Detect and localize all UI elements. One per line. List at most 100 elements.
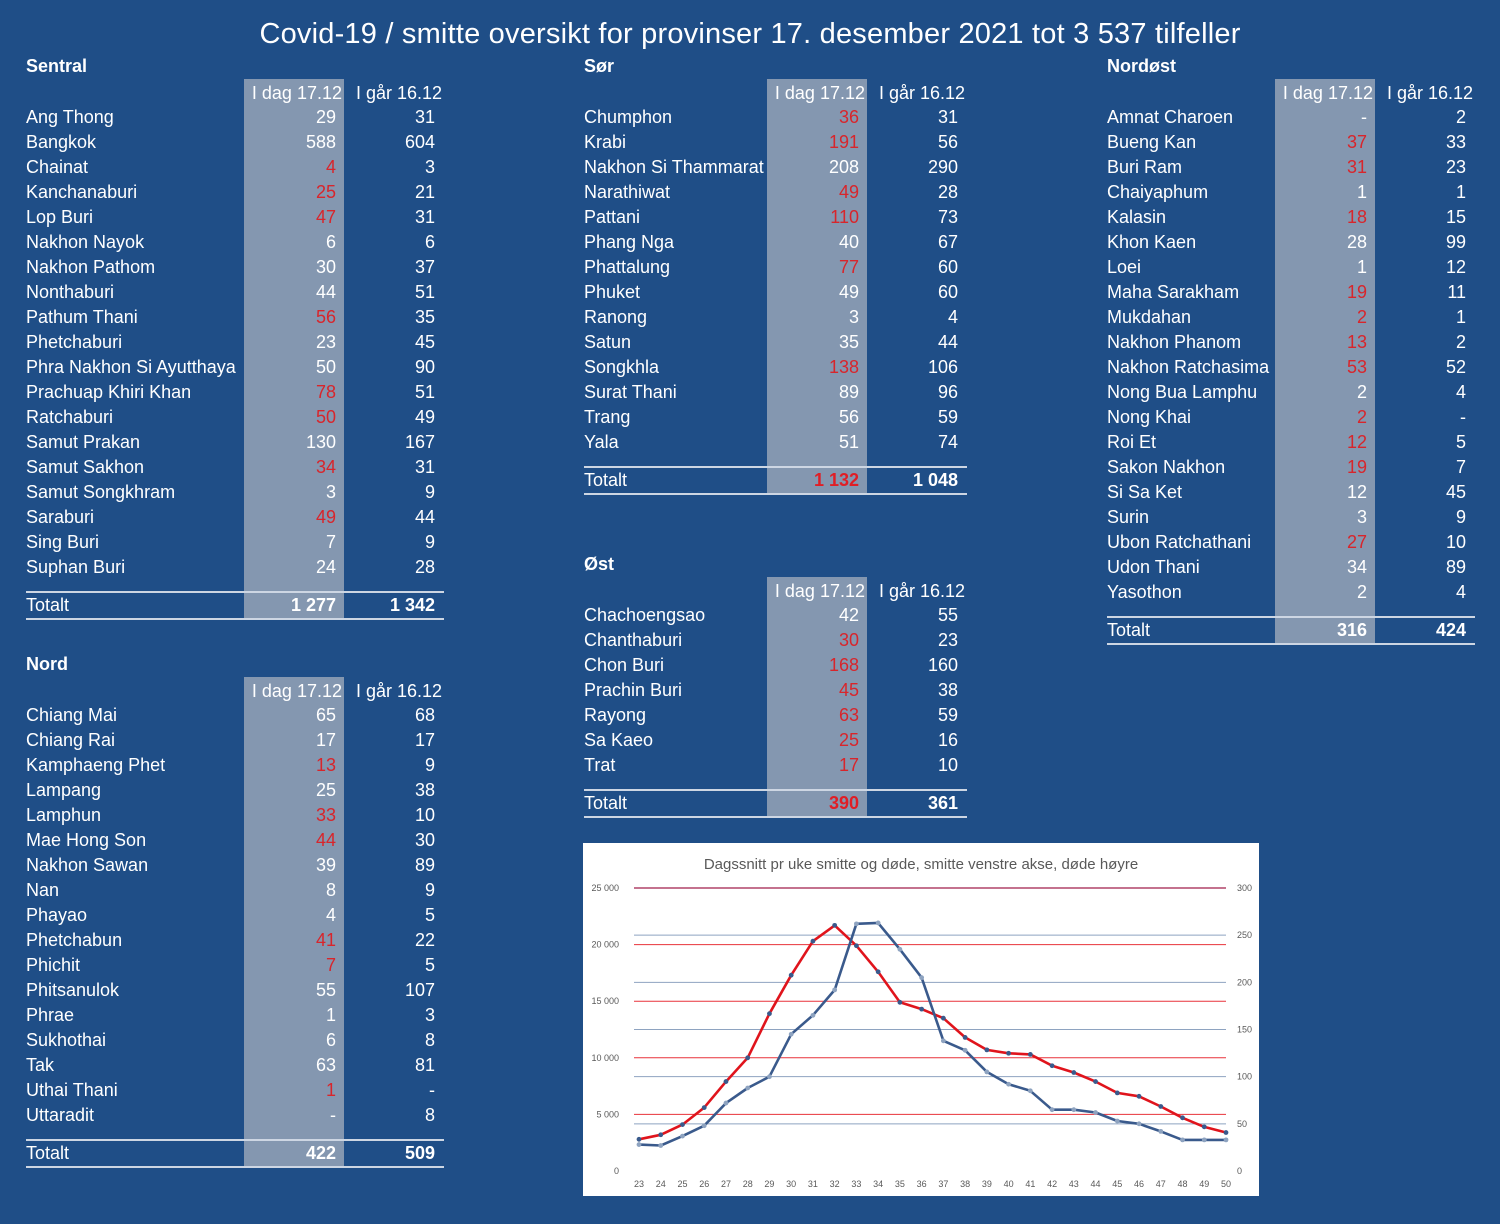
cases-today: -	[1361, 107, 1367, 127]
cases-today: 12	[1346, 482, 1367, 502]
cases-today: 50	[315, 407, 336, 427]
data-point-right	[1180, 1137, 1185, 1143]
province-row: Sing Buri 7 9	[26, 530, 446, 555]
cases-yesterday: 23	[937, 630, 958, 650]
header-prev: I går 16.12	[1386, 83, 1473, 103]
data-point-right	[897, 946, 903, 952]
cases-today: 1	[1356, 182, 1367, 202]
region-title: Øst	[584, 554, 615, 574]
data-point-left	[1180, 1115, 1185, 1121]
cases-yesterday: 15	[1445, 207, 1466, 227]
cases-today: 44	[315, 830, 336, 850]
cases-yesterday: 12	[1445, 257, 1466, 277]
x-tick: 48	[1178, 1179, 1188, 1189]
province-name: Maha Sarakham	[1107, 282, 1240, 302]
province-name: Ranong	[584, 307, 648, 327]
province-row: Trat 17 10	[584, 753, 1004, 778]
cases-today: 6	[325, 1030, 336, 1050]
cases-yesterday: 160	[927, 655, 958, 675]
cases-yesterday: 28	[937, 182, 958, 202]
cases-yesterday: 45	[1445, 482, 1466, 502]
province-row: Lampang 25 38	[26, 778, 446, 803]
province-row: Phang Nga 40 67	[584, 230, 1004, 255]
data-point-right	[1049, 1107, 1055, 1113]
cases-yesterday: 9	[424, 755, 435, 775]
data-point-left	[1223, 1130, 1229, 1135]
cases-yesterday: 4	[947, 307, 958, 327]
province-name: Lop Buri	[26, 207, 94, 227]
data-point-right	[1136, 1121, 1142, 1127]
cases-yesterday: 17	[414, 730, 435, 750]
x-tick: 43	[1069, 1179, 1079, 1189]
province-name: Yala	[584, 432, 619, 452]
data-point-right	[1223, 1137, 1229, 1143]
data-point-right	[1201, 1137, 1207, 1143]
province-row: Phetchabun 41 22	[26, 928, 446, 953]
cases-yesterday: 31	[414, 107, 435, 127]
cases-yesterday: 1	[1455, 182, 1466, 202]
cases-yesterday: 2	[1455, 107, 1466, 127]
cases-yesterday: 604	[404, 132, 435, 152]
chart-svg: Dagssnitt pr uke smitte og døde, smitte …	[591, 856, 1252, 1189]
province-row: Mukdahan 2 1	[1107, 305, 1500, 330]
cases-yesterday: 28	[414, 557, 435, 577]
province-name: Phichit	[26, 955, 81, 975]
province-name: Phattalung	[584, 257, 671, 277]
total-today: 316	[1336, 620, 1367, 640]
cases-today: 138	[828, 357, 859, 377]
province-row: Nan 8 9	[26, 878, 446, 903]
cases-yesterday: 21	[414, 182, 435, 202]
province-row: Pattani 110 73	[584, 205, 1004, 230]
y-left-tick: 5 000	[596, 1109, 619, 1119]
province-row: Mae Hong Son 44 30	[26, 828, 446, 853]
province-row: Satun 35 44	[584, 330, 1004, 355]
province-name: Narathiwat	[584, 182, 671, 202]
province-row: Bangkok 588 604	[26, 130, 446, 155]
data-point-right	[680, 1133, 685, 1139]
cases-yesterday: 4	[1455, 582, 1466, 602]
cases-today: 31	[1346, 157, 1367, 177]
data-point-left	[984, 1047, 990, 1053]
province-row: Chainat 4 3	[26, 155, 446, 180]
total-today-bg	[767, 791, 867, 816]
cases-today: 42	[838, 605, 859, 625]
province-row: Chiang Mai 65 68	[26, 703, 446, 728]
data-point-right	[1027, 1088, 1033, 1094]
province-row: Surin 3 9	[1107, 505, 1500, 530]
data-point-left	[701, 1105, 707, 1111]
header-prev: I går 16.12	[878, 581, 965, 601]
data-point-right	[832, 987, 838, 993]
total-row: Totalt 422 509	[26, 1139, 444, 1168]
cases-yesterday: 99	[1445, 232, 1466, 252]
cases-yesterday: 16	[937, 730, 958, 750]
data-point-left	[1158, 1104, 1164, 1109]
province-name: Chiang Rai	[26, 730, 116, 750]
province-row: Samut Sakhon 34 31	[26, 455, 446, 480]
x-tick: 29	[764, 1179, 774, 1189]
province-row: Nong Bua Lamphu 2 4	[1107, 380, 1500, 405]
cases-today: 2	[1356, 382, 1367, 402]
x-tick: 39	[982, 1179, 992, 1189]
cases-yesterday: 60	[937, 282, 958, 302]
cases-yesterday: 3	[424, 157, 435, 177]
province-row: Udon Thani 34 89	[1107, 555, 1500, 580]
province-row: Chanthaburi 30 23	[584, 628, 1004, 653]
x-tick: 41	[1025, 1179, 1035, 1189]
province-name: Nakhon Ratchasima	[1107, 357, 1270, 377]
y-right-tick: 0	[1237, 1166, 1242, 1176]
province-row: Sa Kaeo 25 16	[584, 728, 1004, 753]
cases-today: 2	[1356, 307, 1367, 327]
cases-yesterday: 73	[937, 207, 958, 227]
data-point-right	[1093, 1110, 1098, 1115]
data-point-right	[810, 1012, 816, 1018]
y-left-tick: 10 000	[591, 1053, 619, 1063]
today-column-bg	[767, 79, 867, 466]
data-point-left	[1114, 1090, 1120, 1096]
province-row: Kalasin 18 15	[1107, 205, 1500, 230]
province-row: Nakhon Si Thammarat 208 290	[584, 155, 1004, 180]
province-name: Nakhon Pathom	[26, 257, 156, 277]
cases-yesterday: 38	[414, 780, 435, 800]
cases-today: 89	[838, 382, 859, 402]
cases-yesterday: 74	[937, 432, 958, 452]
data-point-left	[1006, 1050, 1011, 1056]
